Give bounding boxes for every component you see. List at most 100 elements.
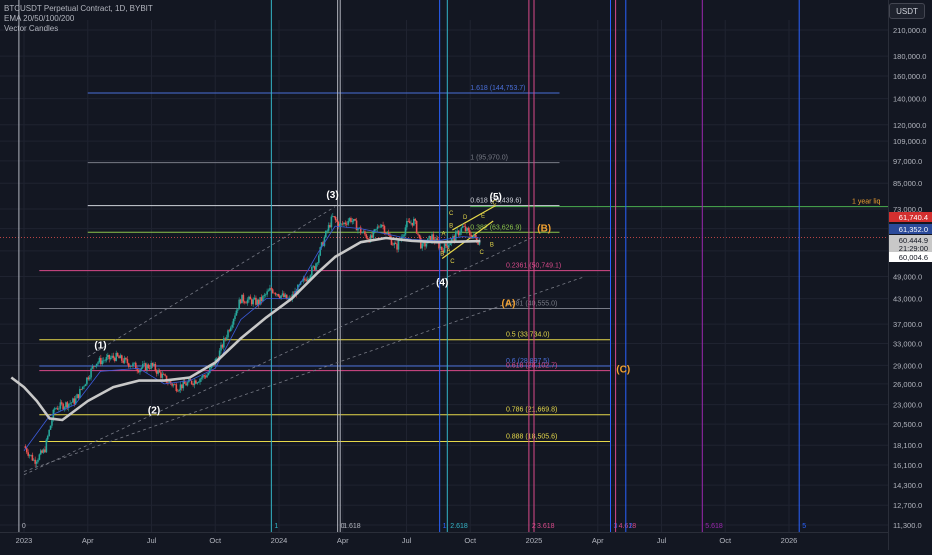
candle-body[interactable] bbox=[354, 219, 356, 221]
candle-body[interactable] bbox=[140, 367, 143, 370]
candle-body[interactable] bbox=[435, 238, 437, 243]
candle-body[interactable] bbox=[337, 221, 340, 228]
candle-body[interactable] bbox=[319, 247, 322, 256]
symbol-title[interactable]: BTCUSDT Perpetual Contract, 1D, BYBIT bbox=[4, 4, 153, 13]
candle-body[interactable] bbox=[245, 302, 247, 304]
candle-body[interactable] bbox=[380, 224, 383, 227]
candle-body[interactable] bbox=[418, 234, 421, 238]
candle-body[interactable] bbox=[65, 402, 67, 408]
candle-body[interactable] bbox=[323, 237, 326, 246]
candle-body[interactable] bbox=[181, 384, 183, 389]
candle-body[interactable] bbox=[27, 452, 29, 456]
candle-body[interactable] bbox=[88, 377, 91, 380]
candle-body[interactable] bbox=[108, 354, 111, 360]
candle-body[interactable] bbox=[452, 236, 454, 239]
candle-body[interactable] bbox=[442, 250, 444, 253]
candle-body[interactable] bbox=[477, 242, 479, 245]
candle-body[interactable] bbox=[305, 279, 308, 282]
candle-body[interactable] bbox=[276, 294, 278, 295]
candle-body[interactable] bbox=[155, 370, 158, 374]
candle-body[interactable] bbox=[172, 384, 175, 386]
candle-body[interactable] bbox=[336, 220, 338, 222]
candle-body[interactable] bbox=[394, 242, 397, 244]
candle-body[interactable] bbox=[414, 218, 417, 221]
candle-body[interactable] bbox=[179, 384, 182, 390]
candle-body[interactable] bbox=[274, 293, 277, 295]
candle-body[interactable] bbox=[112, 355, 115, 358]
candle-body[interactable] bbox=[241, 294, 243, 304]
candle-body[interactable] bbox=[119, 355, 122, 359]
candle-body[interactable] bbox=[56, 408, 59, 410]
candle-body[interactable] bbox=[255, 297, 257, 305]
candle-body[interactable] bbox=[429, 236, 432, 242]
candle-body[interactable] bbox=[81, 386, 84, 390]
candle-body[interactable] bbox=[280, 295, 282, 298]
ema-200-line[interactable] bbox=[10, 236, 481, 422]
candle-body[interactable] bbox=[190, 380, 193, 384]
candle-body[interactable] bbox=[408, 221, 411, 224]
candle-body[interactable] bbox=[415, 220, 418, 234]
candle-body[interactable] bbox=[118, 356, 120, 359]
candle-body[interactable] bbox=[308, 278, 310, 279]
candle-body[interactable] bbox=[176, 390, 179, 392]
candle-body[interactable] bbox=[322, 242, 324, 246]
candle-body[interactable] bbox=[84, 384, 87, 387]
candle-body[interactable] bbox=[195, 380, 197, 384]
candle-body[interactable] bbox=[202, 375, 204, 378]
candle-body[interactable] bbox=[154, 363, 157, 371]
candle-body[interactable] bbox=[44, 449, 46, 453]
candle-body[interactable] bbox=[148, 367, 151, 369]
candle-body[interactable] bbox=[221, 344, 224, 348]
candle-body[interactable] bbox=[224, 338, 227, 339]
candle-body[interactable] bbox=[30, 454, 32, 456]
candle-body[interactable] bbox=[70, 402, 73, 404]
candle-body[interactable] bbox=[136, 369, 138, 371]
candle-body[interactable] bbox=[58, 408, 60, 410]
candle-body[interactable] bbox=[37, 459, 39, 462]
candle-body[interactable] bbox=[28, 454, 31, 456]
candle-body[interactable] bbox=[41, 450, 43, 453]
candle-body[interactable] bbox=[285, 294, 288, 300]
candle-body[interactable] bbox=[371, 235, 373, 238]
candle-body[interactable] bbox=[432, 234, 435, 240]
vector-candles-label[interactable]: Vector Candles bbox=[4, 24, 59, 33]
candle-body[interactable] bbox=[250, 299, 253, 305]
candle-body[interactable] bbox=[345, 224, 348, 225]
candle-body[interactable] bbox=[102, 360, 105, 362]
candle-body[interactable] bbox=[466, 227, 468, 232]
candle-body[interactable] bbox=[115, 352, 118, 361]
candle-body[interactable] bbox=[59, 402, 62, 409]
candle-body[interactable] bbox=[153, 363, 155, 366]
candle-body[interactable] bbox=[397, 240, 400, 250]
candle-body[interactable] bbox=[53, 408, 56, 410]
candle-body[interactable] bbox=[264, 294, 267, 296]
candle-body[interactable] bbox=[126, 359, 129, 364]
candle-body[interactable] bbox=[137, 370, 140, 373]
candle-body[interactable] bbox=[474, 234, 477, 238]
sub-wave-label[interactable]: C bbox=[492, 200, 497, 206]
candle-body[interactable] bbox=[365, 234, 368, 239]
candle-body[interactable] bbox=[347, 220, 349, 225]
candle-body[interactable] bbox=[63, 407, 66, 410]
candle-body[interactable] bbox=[330, 216, 333, 228]
candle-body[interactable] bbox=[238, 299, 240, 310]
candle-body[interactable] bbox=[316, 262, 319, 264]
candle-body[interactable] bbox=[340, 223, 342, 225]
candle-body[interactable] bbox=[331, 216, 334, 217]
candle-body[interactable] bbox=[242, 294, 245, 302]
elliott-wave-label[interactable]: (3) bbox=[326, 190, 338, 201]
candle-body[interactable] bbox=[80, 388, 83, 390]
candle-body[interactable] bbox=[440, 246, 443, 251]
candle-body[interactable] bbox=[372, 231, 375, 238]
candle-body[interactable] bbox=[122, 360, 125, 363]
candle-body[interactable] bbox=[239, 299, 242, 304]
elliott-wave-label[interactable]: (B) bbox=[537, 223, 551, 234]
candle-body[interactable] bbox=[389, 235, 391, 238]
candle-body[interactable] bbox=[421, 243, 424, 249]
candle-body[interactable] bbox=[189, 379, 192, 381]
elliott-wave-label[interactable]: (A) bbox=[502, 299, 516, 310]
candle-body[interactable] bbox=[425, 243, 428, 247]
candle-body[interactable] bbox=[246, 299, 249, 304]
candle-body[interactable] bbox=[270, 288, 273, 290]
sub-wave-label[interactable]: D bbox=[463, 215, 468, 221]
